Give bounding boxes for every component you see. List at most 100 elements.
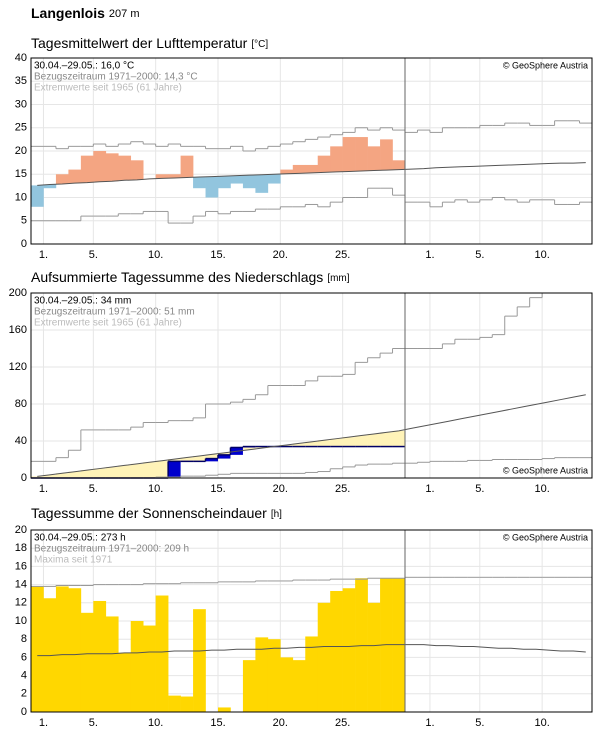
anomaly-bar (367, 146, 381, 171)
deficit-area (80, 470, 94, 478)
bar (292, 660, 306, 712)
title-text: Tagessumme der Sonnenscheindauer (31, 505, 267, 521)
y-tick-label: 6 (21, 651, 27, 663)
x-tick-label: 10. (148, 249, 163, 261)
y-tick-label: 30 (15, 98, 27, 110)
anomaly-bar (93, 151, 107, 182)
deficit-area (143, 462, 156, 478)
deficit-area (355, 435, 368, 447)
anomaly-bar (155, 174, 169, 179)
x-tick-label: 15. (210, 717, 225, 729)
anomaly-bar (380, 139, 393, 171)
y-tick-label: 12 (15, 597, 27, 609)
x-tick-label: 10. (148, 717, 163, 729)
deficit-area (205, 454, 219, 459)
annotation: Extremwerte seit 1965 (61 Jahre) (34, 318, 182, 329)
x-tick-label: 5. (475, 717, 484, 729)
x-tick-label: 15. (210, 249, 225, 261)
title-text: Aufsummierte Tagessumme des Niederschlag… (31, 269, 323, 285)
mean-line (37, 162, 586, 186)
chart: Tagessumme der Sonnenscheindauer [h] 0 2 4 6 8… (15, 505, 593, 729)
anomaly-bar (267, 174, 281, 184)
x-tick-label: 5. (89, 717, 98, 729)
y-tick-label: 0 (21, 706, 27, 718)
copyright: © GeoSphere Austria (503, 60, 588, 70)
bar (143, 625, 156, 712)
deficit-area (392, 430, 406, 447)
bar (218, 707, 231, 712)
unit: [°C] (251, 39, 268, 50)
x-tick-label: 5. (475, 249, 484, 261)
title-text: Tagesmittelwert der Lufttemperatur (31, 35, 248, 51)
y-tick-label: 0 (21, 472, 27, 484)
y-tick-label: 4 (21, 670, 27, 682)
deficit-area (55, 473, 69, 478)
deficit-area (155, 460, 169, 478)
x-tick-label: 15. (210, 483, 225, 495)
anomaly-bar (255, 174, 269, 193)
anomaly-bar (168, 174, 181, 178)
precip-increment (168, 461, 181, 478)
bar (305, 636, 319, 712)
y-tick-label: 160 (9, 324, 27, 336)
deficit-area (180, 457, 194, 462)
x-tick-label: 20. (273, 249, 288, 261)
bar (130, 621, 144, 712)
anomaly-bar (305, 164, 319, 173)
bar (242, 660, 256, 712)
anomaly-bar (55, 174, 69, 185)
x-tick-label: 25. (335, 717, 350, 729)
y-tick-label: 8 (21, 633, 27, 645)
anomaly-bar (193, 177, 206, 189)
x-tick-label: 1. (425, 249, 434, 261)
anomaly-bar (68, 169, 82, 184)
bar (55, 586, 69, 712)
anomaly-bar (205, 176, 219, 198)
anomaly-bar (118, 155, 132, 181)
x-tick-label: 10. (534, 249, 549, 261)
y-tick-label: 120 (9, 361, 27, 373)
x-tick-label: 25. (335, 249, 350, 261)
y-tick-label: 2 (21, 688, 27, 700)
anomaly-bar (130, 160, 144, 180)
y-tick-label: 20 (15, 524, 27, 536)
deficit-area (43, 474, 57, 478)
y-tick-label: 40 (15, 435, 27, 447)
y-tick-label: 25 (15, 122, 27, 134)
y-tick-label: 14 (15, 579, 27, 591)
deficit-area (118, 465, 132, 478)
annotation: Bezugszeitraum 1971–2000: 14,3 °C (34, 72, 198, 83)
x-tick-label: 10. (534, 717, 549, 729)
unit: [h] (271, 509, 282, 520)
bar (280, 657, 294, 712)
annotation: Bezugszeitraum 1971–2000: 51 mm (34, 307, 195, 318)
deficit-area (168, 459, 181, 462)
annotation: 30.04.–29.05.: 34 mm (34, 296, 131, 307)
header: Langenlois 207 m (31, 5, 139, 21)
precip-increment (205, 458, 218, 462)
y-tick-label: 0 (21, 238, 27, 250)
chart: Tagesmittelwert der Lufttemperatur [°C] 0 5… (15, 35, 593, 261)
annotation: Maxima seit 1971 (34, 555, 113, 566)
y-tick-label: 18 (15, 542, 27, 554)
deficit-area (68, 471, 82, 478)
bar (105, 616, 119, 712)
anomaly-bar (355, 137, 368, 171)
y-tick-label: 35 (15, 75, 27, 87)
anomaly-bar (80, 155, 94, 183)
y-tick-label: 10 (15, 191, 27, 203)
copyright: © GeoSphere Austria (503, 465, 588, 475)
bar (267, 639, 281, 712)
x-tick-label: 20. (273, 483, 288, 495)
bar (80, 612, 94, 712)
deficit-area (31, 476, 44, 478)
anomaly-bar (218, 176, 231, 189)
anomaly-bar (342, 137, 356, 172)
y-tick-label: 16 (15, 560, 27, 572)
chart-title: Tagesmittelwert der Lufttemperatur [°C] (31, 35, 268, 51)
x-tick-label: 5. (89, 249, 98, 261)
plot-border (30, 292, 593, 479)
bar (255, 637, 269, 712)
deficit-area (342, 437, 356, 447)
chart: Aufsummierte Tagessumme des Niederschlag… (9, 269, 593, 495)
